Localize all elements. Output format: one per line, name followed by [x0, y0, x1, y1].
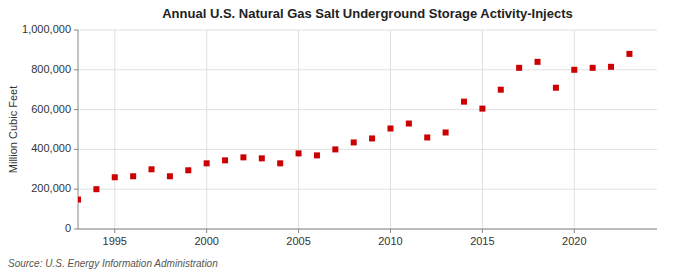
x-tick-label: 1995 — [103, 235, 127, 247]
y-tick-label: 800,000 — [31, 63, 71, 75]
y-axis-label: Million Cubic Feet — [7, 86, 19, 173]
point — [535, 59, 541, 65]
y-tick — [74, 69, 78, 70]
y-tick — [74, 149, 78, 150]
point — [332, 146, 338, 152]
point — [130, 173, 136, 179]
x-tick-label: 2010 — [378, 235, 402, 247]
point — [626, 51, 632, 57]
y-tick — [74, 109, 78, 110]
axes: 0 200,000 400,000 600,000 800,000 1,000,000 19… — [22, 23, 586, 247]
x-tick-label: 2015 — [470, 235, 494, 247]
y-tick-label: 600,000 — [31, 103, 71, 115]
x-tick — [574, 229, 575, 233]
point — [93, 186, 99, 192]
point — [112, 174, 118, 180]
x-axis-line — [78, 229, 657, 230]
point — [406, 121, 412, 127]
y-tick — [74, 189, 78, 190]
point — [259, 155, 265, 161]
title: Annual U.S. Natural Gas Salt Underground… — [162, 6, 573, 21]
grid-line-x — [482, 30, 483, 229]
grid-line-y — [78, 149, 657, 150]
x-tick — [482, 229, 483, 233]
point — [78, 197, 81, 203]
source-note: Source: U.S. Energy Information Administ… — [8, 258, 218, 269]
point — [167, 173, 173, 179]
grid-line-y — [78, 189, 657, 190]
point — [498, 87, 504, 93]
point — [387, 126, 393, 132]
point — [461, 99, 467, 105]
point — [351, 139, 357, 145]
y-tick-label: 0 — [65, 222, 71, 234]
point — [204, 160, 210, 166]
point — [443, 129, 449, 135]
point — [479, 106, 485, 112]
point — [424, 134, 430, 140]
grid-line-y — [78, 30, 657, 31]
grid-line-y — [78, 69, 657, 70]
x-tick — [298, 229, 299, 233]
grid-line-x — [298, 30, 299, 229]
point — [590, 65, 596, 71]
y-tick-label: 400,000 — [31, 142, 71, 154]
grid — [78, 30, 657, 229]
points — [78, 51, 632, 203]
x-tick-label: 2000 — [194, 235, 218, 247]
x-tick — [390, 229, 391, 233]
grid-line-x — [114, 30, 115, 229]
x-tick — [114, 229, 115, 233]
point — [240, 154, 246, 160]
point — [553, 85, 559, 91]
point — [296, 150, 302, 156]
y-tick-label: 200,000 — [31, 182, 71, 194]
x-tick-label: 2005 — [286, 235, 310, 247]
grid-line-y — [78, 229, 657, 230]
point — [516, 65, 522, 71]
point — [185, 167, 191, 173]
point — [314, 152, 320, 158]
x-tick-label: 2020 — [562, 235, 586, 247]
y-tick-label: 1,000,000 — [22, 23, 71, 35]
point — [608, 64, 614, 70]
point — [571, 67, 577, 73]
chart: 0 200,000 400,000 600,000 800,000 1,000,000 19… — [0, 0, 675, 275]
grid-line-y — [78, 109, 657, 110]
point — [222, 157, 228, 163]
point — [277, 160, 283, 166]
x-tick — [206, 229, 207, 233]
point — [149, 166, 155, 172]
y-tick — [74, 229, 78, 230]
y-tick — [74, 30, 78, 31]
grid-line-x — [206, 30, 207, 229]
grid-line-x — [574, 30, 575, 229]
point — [369, 135, 375, 141]
